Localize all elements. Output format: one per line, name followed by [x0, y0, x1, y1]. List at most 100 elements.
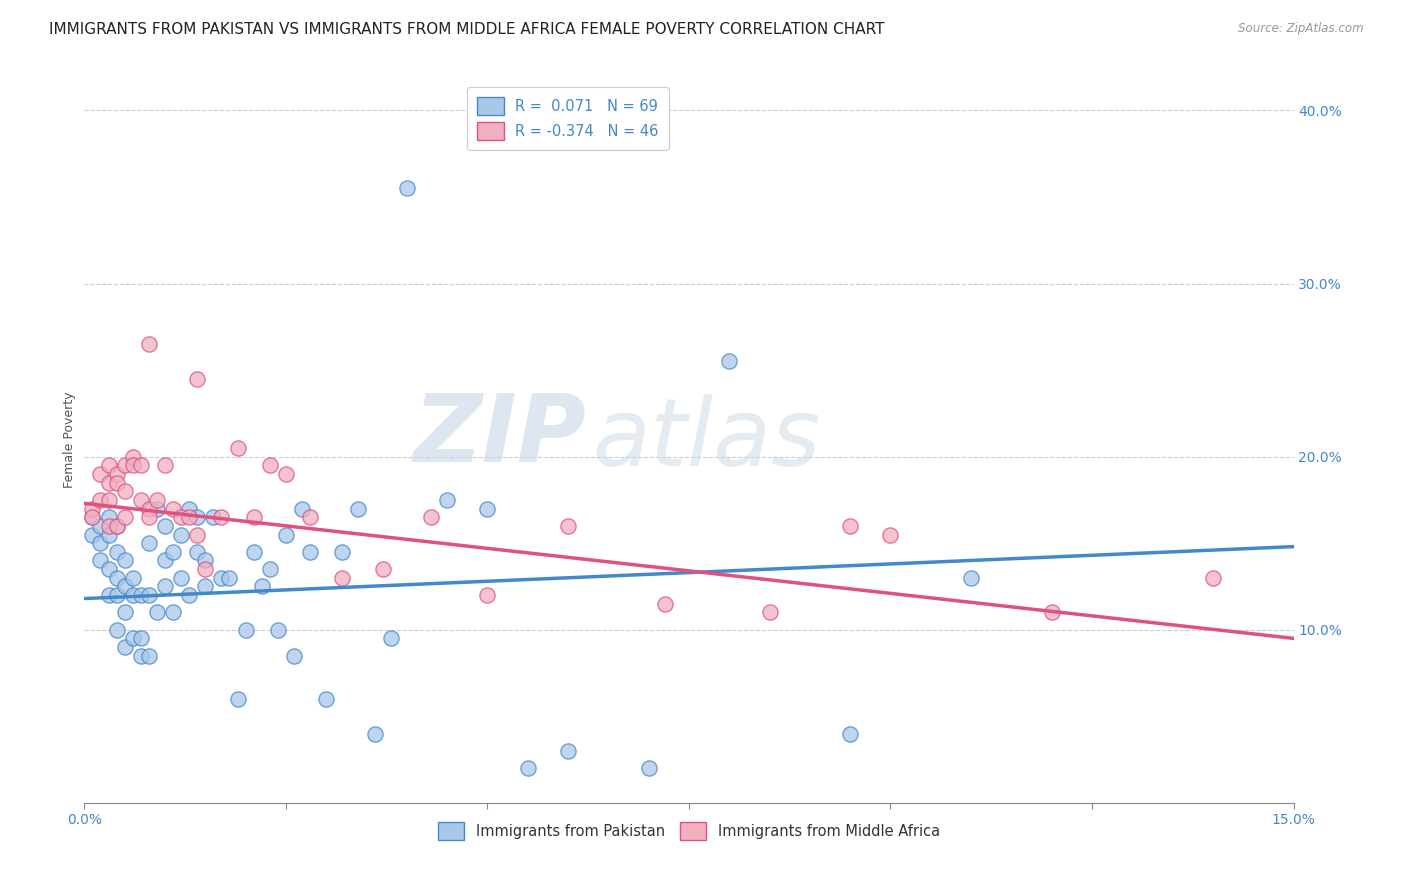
- Point: [315, 692, 337, 706]
- Point: [202, 510, 225, 524]
- Text: atlas: atlas: [592, 393, 821, 485]
- Point: [121, 632, 143, 646]
- Point: [97, 510, 120, 524]
- Point: [153, 519, 176, 533]
- Point: [879, 527, 901, 541]
- Point: [138, 337, 160, 351]
- Point: [330, 545, 353, 559]
- Point: [274, 527, 297, 541]
- Point: [97, 519, 120, 533]
- Point: [121, 588, 143, 602]
- Point: [89, 519, 111, 533]
- Point: [89, 492, 111, 507]
- Point: [105, 588, 128, 602]
- Y-axis label: Female Poverty: Female Poverty: [63, 391, 76, 488]
- Point: [129, 458, 152, 473]
- Point: [114, 510, 136, 524]
- Point: [179, 501, 201, 516]
- Point: [105, 571, 128, 585]
- Point: [209, 510, 232, 524]
- Point: [82, 510, 104, 524]
- Point: [114, 553, 136, 567]
- Point: [153, 579, 176, 593]
- Legend: Immigrants from Pakistan, Immigrants from Middle Africa: Immigrants from Pakistan, Immigrants fro…: [427, 812, 950, 850]
- Point: [97, 475, 120, 490]
- Point: [162, 501, 184, 516]
- Point: [129, 632, 152, 646]
- Point: [114, 606, 136, 620]
- Point: [209, 571, 232, 585]
- Point: [114, 458, 136, 473]
- Point: [121, 450, 143, 464]
- Point: [194, 562, 217, 576]
- Point: [1040, 606, 1063, 620]
- Point: [299, 545, 322, 559]
- Point: [758, 606, 780, 620]
- Point: [170, 527, 193, 541]
- Point: [274, 467, 297, 481]
- Point: [138, 588, 160, 602]
- Point: [242, 510, 264, 524]
- Point: [89, 536, 111, 550]
- Point: [146, 501, 169, 516]
- Point: [1202, 571, 1225, 585]
- Point: [330, 571, 353, 585]
- Point: [138, 648, 160, 663]
- Point: [105, 519, 128, 533]
- Point: [250, 579, 273, 593]
- Point: [179, 510, 201, 524]
- Point: [186, 545, 208, 559]
- Point: [363, 726, 385, 740]
- Point: [121, 571, 143, 585]
- Point: [129, 648, 152, 663]
- Point: [226, 441, 249, 455]
- Point: [105, 545, 128, 559]
- Point: [477, 501, 499, 516]
- Point: [153, 458, 176, 473]
- Point: [654, 597, 676, 611]
- Point: [129, 588, 152, 602]
- Point: [718, 354, 741, 368]
- Point: [82, 510, 104, 524]
- Point: [146, 492, 169, 507]
- Point: [283, 648, 305, 663]
- Point: [186, 527, 208, 541]
- Point: [380, 632, 402, 646]
- Point: [89, 553, 111, 567]
- Point: [170, 571, 193, 585]
- Point: [242, 545, 264, 559]
- Point: [105, 623, 128, 637]
- Point: [97, 458, 120, 473]
- Point: [557, 744, 579, 758]
- Point: [121, 458, 143, 473]
- Point: [162, 606, 184, 620]
- Point: [371, 562, 394, 576]
- Point: [129, 492, 152, 507]
- Point: [259, 562, 281, 576]
- Point: [557, 519, 579, 533]
- Point: [839, 519, 862, 533]
- Point: [138, 501, 160, 516]
- Point: [235, 623, 257, 637]
- Text: IMMIGRANTS FROM PAKISTAN VS IMMIGRANTS FROM MIDDLE AFRICA FEMALE POVERTY CORRELA: IMMIGRANTS FROM PAKISTAN VS IMMIGRANTS F…: [49, 22, 884, 37]
- Point: [218, 571, 240, 585]
- Point: [637, 761, 659, 775]
- Point: [516, 761, 538, 775]
- Point: [89, 467, 111, 481]
- Point: [82, 501, 104, 516]
- Point: [97, 492, 120, 507]
- Point: [138, 510, 160, 524]
- Point: [179, 588, 201, 602]
- Point: [477, 588, 499, 602]
- Text: Source: ZipAtlas.com: Source: ZipAtlas.com: [1239, 22, 1364, 36]
- Point: [960, 571, 983, 585]
- Point: [105, 475, 128, 490]
- Point: [162, 545, 184, 559]
- Point: [194, 553, 217, 567]
- Point: [291, 501, 314, 516]
- Point: [105, 519, 128, 533]
- Point: [114, 579, 136, 593]
- Point: [153, 553, 176, 567]
- Point: [395, 181, 418, 195]
- Point: [114, 640, 136, 654]
